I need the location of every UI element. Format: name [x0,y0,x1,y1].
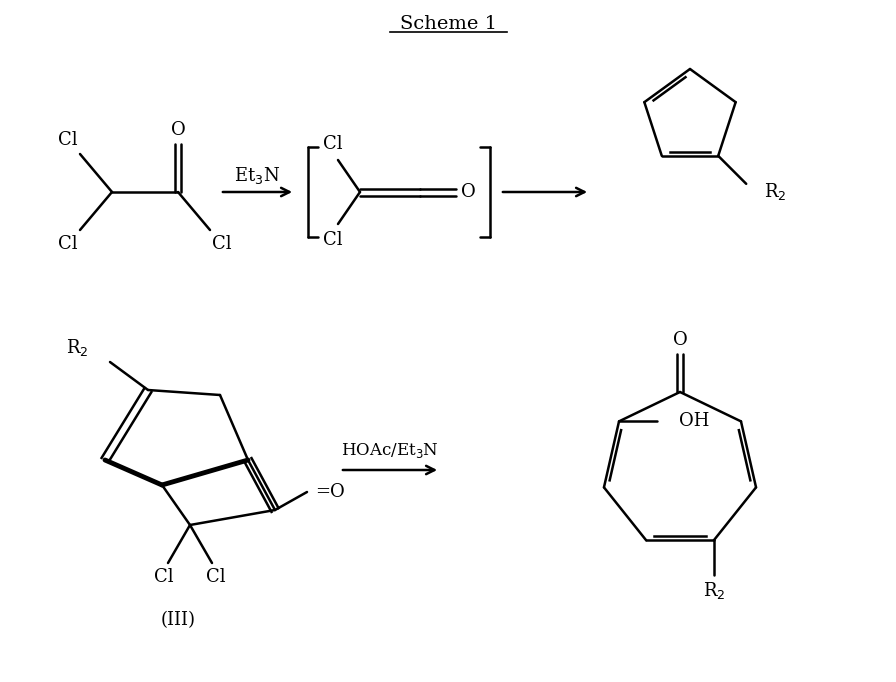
Text: O: O [461,183,476,201]
Text: Cl: Cl [212,235,232,253]
Text: R$_2$: R$_2$ [65,338,88,359]
Text: R$_2$: R$_2$ [702,580,725,601]
Text: Cl: Cl [154,568,174,586]
Text: OH: OH [679,413,710,430]
Text: R$_2$: R$_2$ [764,181,787,203]
Text: Cl: Cl [323,135,343,153]
Text: Cl: Cl [206,568,226,586]
Text: (III): (III) [160,611,195,629]
Text: O: O [170,121,185,139]
Text: =O: =O [315,483,345,501]
Text: Scheme 1: Scheme 1 [400,15,496,33]
Text: Et$_3$N: Et$_3$N [234,164,280,186]
Text: HOAc/Et$_3$N: HOAc/Et$_3$N [341,441,439,460]
Text: Cl: Cl [58,235,78,253]
Text: Cl: Cl [323,231,343,249]
Text: O: O [673,331,687,349]
Text: Cl: Cl [58,131,78,149]
